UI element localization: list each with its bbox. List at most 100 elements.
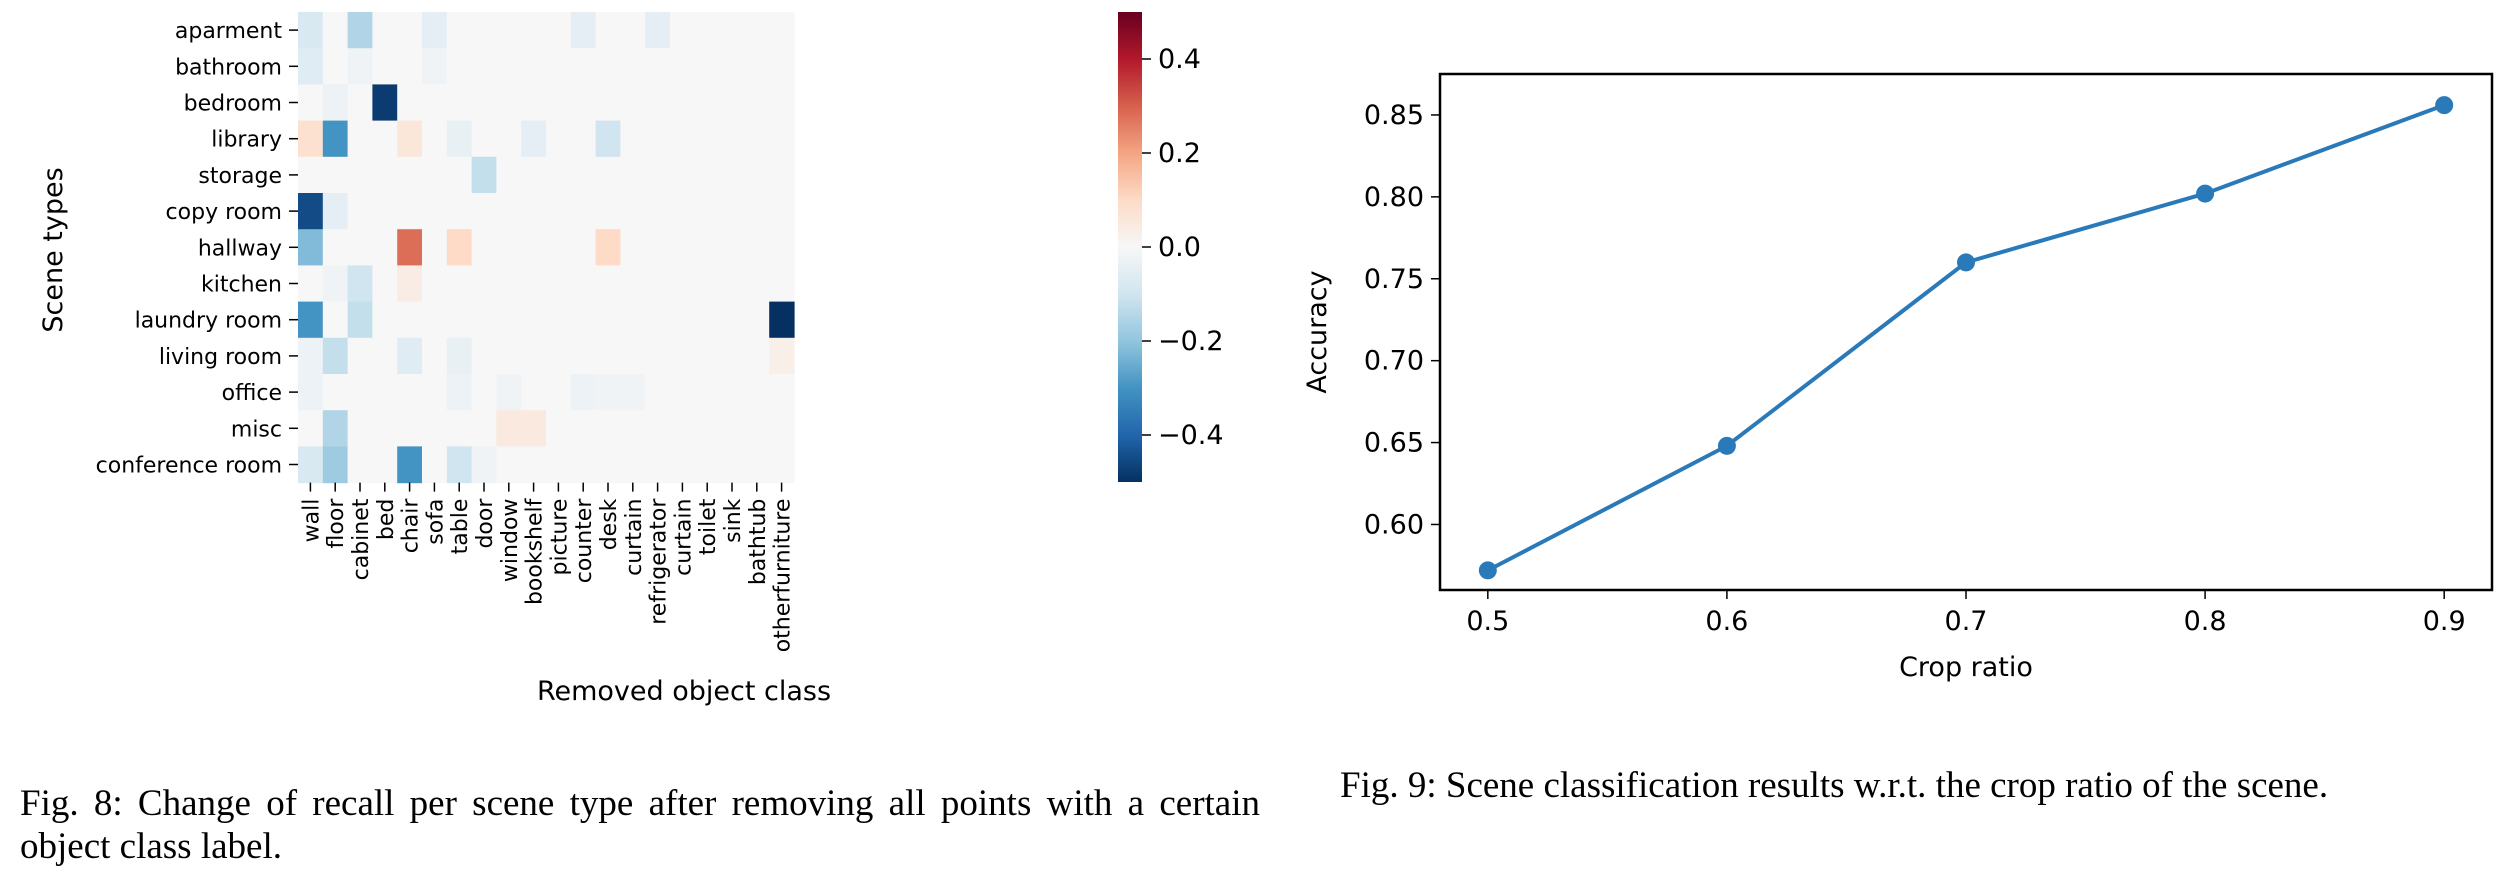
heatmap-cell (719, 229, 745, 266)
heatmap-cell (446, 156, 473, 194)
heatmap-cell (570, 410, 597, 447)
heatmap-cell (298, 337, 324, 375)
row-label: bathroom (175, 55, 282, 80)
row-label: laundry room (135, 309, 282, 334)
column-label: refrigerator (647, 498, 672, 625)
column-label: sink (721, 498, 746, 543)
heatmap-cell (769, 337, 795, 375)
heatmap-cell (744, 84, 770, 122)
heatmap-cell (595, 446, 621, 484)
heatmap-cell (521, 48, 547, 85)
heatmap-cell (719, 446, 745, 484)
heatmap-cell (719, 374, 745, 411)
heatmap-cell (645, 265, 671, 303)
heatmap-cell (471, 374, 497, 411)
heatmap-cell (719, 193, 745, 230)
line-y-axis-title: Accuracy (1302, 270, 1333, 393)
heatmap-cell (769, 410, 795, 447)
heatmap-cell (347, 12, 373, 49)
heatmap-cell (322, 156, 349, 194)
heatmap-cell (521, 193, 547, 230)
heatmap-cell (620, 156, 646, 194)
heatmap-cell (471, 301, 497, 339)
row-label: misc (231, 417, 282, 442)
heatmap-cell (719, 301, 745, 339)
row-label: library (211, 128, 282, 153)
heatmap-cell (471, 265, 497, 303)
column-label: window (498, 499, 523, 582)
heatmap-cell (570, 193, 597, 230)
heatmap-cell (471, 410, 497, 447)
heatmap-cell (570, 374, 597, 411)
column-label: desk (597, 498, 622, 550)
heatmap-cell (521, 446, 547, 484)
accuracy-data-point (2196, 184, 2215, 203)
heatmap-cell (670, 265, 696, 303)
heatmap-cell (694, 84, 721, 122)
heatmap-cell (322, 229, 349, 266)
heatmap-cell (670, 229, 696, 266)
heatmap-cell (744, 193, 770, 230)
heatmap-cell (322, 301, 349, 339)
heatmap-cell (546, 12, 572, 49)
heatmap-cell (298, 12, 324, 49)
heatmap-cell (645, 120, 671, 158)
heatmap-cell (298, 120, 324, 158)
heatmap-cell (496, 337, 522, 375)
heatmap-cell (744, 265, 770, 303)
heatmap-cell (620, 48, 646, 85)
heatmap-cell (471, 229, 497, 266)
heatmap-cell (620, 120, 646, 158)
y-tick-label: 0.65 (1364, 428, 1424, 459)
y-tick-label: 0.60 (1364, 509, 1424, 540)
heatmap-cell (521, 374, 547, 411)
heatmap-cell (496, 446, 522, 484)
heatmap-cell (372, 84, 398, 122)
heatmap-cell (298, 84, 324, 122)
row-label: conference room (96, 454, 282, 479)
heatmap-cell (446, 84, 473, 122)
heatmap-cell (397, 229, 423, 266)
heatmap-cell (694, 120, 721, 158)
heatmap-cell (347, 337, 373, 375)
heatmap-cell (471, 446, 497, 484)
heatmap-cell (397, 410, 423, 447)
heatmap-cell (694, 48, 721, 85)
heatmap-cell (422, 374, 448, 411)
heatmap-cell (521, 229, 547, 266)
heatmap-cell (620, 193, 646, 230)
heatmap-cell (719, 337, 745, 375)
column-label: sofa (423, 499, 448, 545)
heatmap-cell (670, 374, 696, 411)
heatmap-cell (719, 410, 745, 447)
heatmap-cell (397, 446, 423, 484)
y-tick-label: 0.70 (1364, 346, 1424, 377)
colorbar-tick-label: 0.2 (1158, 138, 1201, 169)
heatmap-cell (422, 337, 448, 375)
row-label: hallway (198, 236, 282, 261)
x-tick-label: 0.6 (1705, 606, 1748, 637)
heatmap-cell (719, 48, 745, 85)
heatmap-cell (422, 12, 448, 49)
heatmap-cell (694, 193, 721, 230)
heatmap-cell (322, 265, 349, 303)
heatmap-cell (471, 48, 497, 85)
column-label: wall (299, 499, 324, 543)
heatmap-cell (496, 265, 522, 303)
heatmap-cell (546, 48, 572, 85)
heatmap-cell (595, 337, 621, 375)
heatmap-cell (446, 337, 473, 375)
heatmap-cell (694, 156, 721, 194)
heatmap-cell (769, 446, 795, 484)
heatmap-cell (422, 410, 448, 447)
y-tick-label: 0.75 (1364, 264, 1424, 295)
heatmap-cell (595, 48, 621, 85)
heatmap-cell (521, 156, 547, 194)
heatmap-cell (595, 265, 621, 303)
heatmap-cell (298, 48, 324, 85)
heatmap-cell (719, 84, 745, 122)
heatmap-cell (694, 12, 721, 49)
x-tick-label: 0.7 (1945, 606, 1988, 637)
heatmap-cell (769, 265, 795, 303)
